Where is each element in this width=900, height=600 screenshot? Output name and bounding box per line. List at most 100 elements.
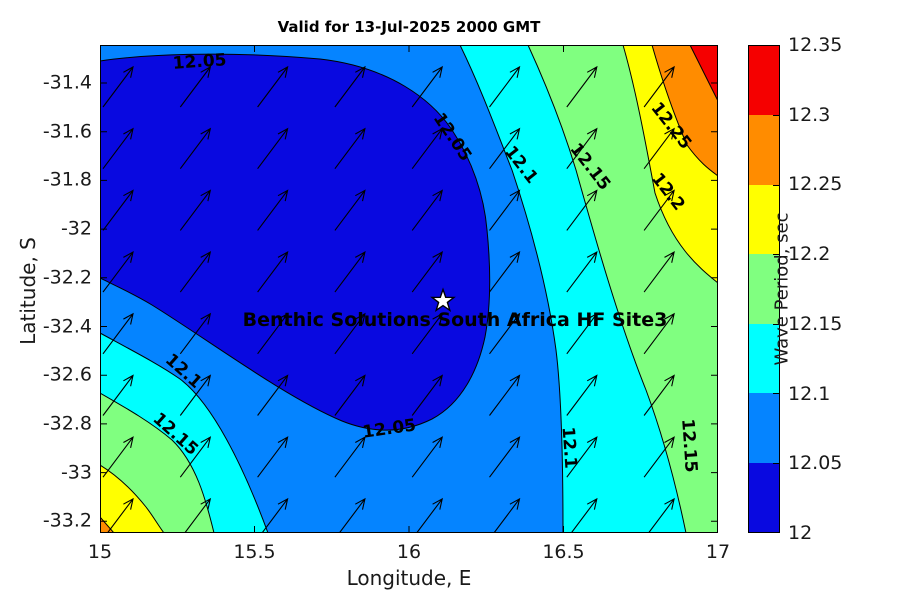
colorbar-tick-label: 12.2 (788, 243, 831, 266)
colorbar-tick-label: 12.05 (788, 452, 843, 475)
colorbar-tick-label: 12.3 (788, 103, 831, 126)
colorbar-tick (773, 323, 779, 325)
quiver-arrow (489, 312, 521, 355)
quiver-arrow (334, 127, 366, 170)
quiver-arrow (489, 189, 521, 231)
contour-band (100, 53, 491, 431)
quiver-arrow (102, 374, 134, 416)
quiver-arrow (257, 251, 289, 293)
quiver-arrow (643, 374, 675, 416)
colorbar-tick-label: 12.15 (788, 312, 843, 335)
quiver-arrow (566, 65, 598, 108)
quiver-arrow (411, 436, 444, 478)
x-tick-label: 15.5 (233, 541, 276, 563)
y-tick-label: -32 (60, 217, 92, 240)
colorbar-tick (773, 115, 779, 117)
quiver-arrow (643, 436, 675, 478)
y-tick-labels: -31.4 -31.6 -31.8 -32 -32.2 -32.4 -32.6 -32.8 -3… (0, 45, 92, 533)
quiver-arrow (334, 374, 366, 416)
quiver-arrow (334, 189, 366, 231)
quiver-arrow (566, 189, 598, 231)
contour-label: 12.05 (172, 50, 227, 74)
quiver-arrow (489, 65, 521, 108)
quiver-arrow (102, 189, 134, 231)
quiver-arrow (334, 65, 366, 108)
colorbar-segment (749, 254, 779, 324)
x-tick-label: 17 (705, 541, 731, 563)
colorbar-tick (773, 462, 779, 464)
y-tick-label: -32.4 (42, 315, 92, 338)
colorbar-segment (749, 46, 779, 116)
quiver-arrow (179, 312, 212, 355)
colorbar-tick (773, 184, 779, 186)
quiver-arrow (411, 65, 444, 108)
y-tick-label: -33.2 (42, 509, 92, 532)
colorbar-tick-label: 12.25 (788, 173, 843, 196)
y-tick-label: -31.6 (42, 120, 92, 143)
quiver-arrow (257, 65, 289, 108)
quiver-arrow (102, 65, 134, 108)
y-tick-label: -32.2 (42, 266, 92, 289)
quiver-arrow (643, 189, 675, 231)
colorbar-segment (749, 115, 779, 185)
quiver-arrow (411, 312, 444, 355)
x-tick-labels: 15 15.5 16 16.5 17 (88, 541, 730, 565)
quiver-arrow (489, 127, 521, 170)
quiver-arrow (102, 127, 134, 170)
site-label: Benthic Solutions South Africa HF Site3 (243, 309, 668, 331)
quiver-arrow (179, 189, 212, 231)
quiver-arrow (257, 436, 289, 478)
quiver-arrow (334, 436, 366, 478)
y-tick-label: -33 (60, 461, 92, 484)
colorbar-tick-label: 12 (788, 522, 813, 544)
site-star-marker (430, 287, 456, 313)
colorbar-segment (749, 184, 779, 255)
quiver-arrow (411, 374, 444, 416)
colorbar-tick (773, 254, 779, 256)
quiver-arrow (102, 312, 134, 355)
quiver-arrow (179, 436, 212, 478)
quiver-arrow (566, 312, 598, 355)
colorbar-tick-label: 12.1 (788, 382, 831, 405)
x-tick-label: 15 (87, 541, 113, 563)
quiver-arrow (334, 312, 366, 355)
quiver-arrow (257, 374, 289, 416)
quiver-arrow (566, 374, 598, 416)
quiver-arrow (179, 65, 212, 108)
colorbar-tick-labels: 12 12.05 12.1 12.15 12.2 12.25 12.3 12.35 (788, 34, 858, 544)
quiver-arrow (102, 251, 134, 293)
y-tick-label: -32.8 (42, 412, 92, 435)
y-tick-label: -32.6 (42, 363, 92, 386)
contour-label: 12.1 (558, 426, 581, 469)
plot-title: Valid for 13-Jul-2025 2000 GMT (277, 18, 541, 36)
quiver-arrow (566, 251, 598, 293)
contour-label: 12.15 (677, 418, 701, 473)
quiver-arrow (489, 251, 521, 293)
colorbar-segment (749, 393, 779, 463)
quiver-arrow (257, 127, 289, 170)
colorbar (748, 45, 780, 533)
quiver-arrow (179, 127, 212, 170)
quiver-arrow (102, 436, 134, 478)
y-tick-label: -31.4 (42, 71, 92, 94)
colorbar-label: Wave Period, sec (771, 212, 793, 366)
quiver-arrow (411, 251, 444, 293)
x-tick-label: 16.5 (542, 541, 585, 563)
y-tick-label: -31.8 (42, 168, 92, 191)
quiver-arrow (179, 251, 212, 293)
quiver-arrow (257, 312, 289, 355)
quiver-arrow (489, 374, 521, 416)
axes-box (100, 45, 718, 533)
colorbar-tick (773, 393, 779, 395)
quiver-arrow (489, 436, 521, 478)
colorbar-segment (749, 462, 779, 532)
y-axis-label: Latitude, S (16, 237, 40, 345)
contour-band (651, 45, 718, 177)
quiver-arrow (643, 251, 675, 293)
quiver-arrow (566, 436, 598, 478)
colorbar-segment (749, 323, 779, 394)
quiver-arrow (257, 189, 289, 231)
contour-band (689, 45, 718, 102)
